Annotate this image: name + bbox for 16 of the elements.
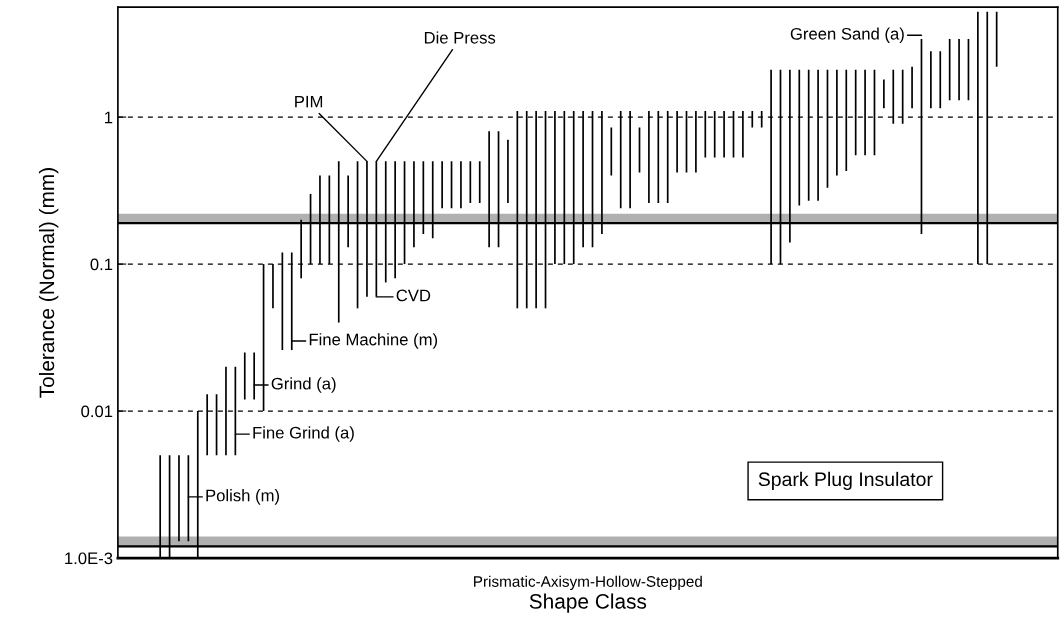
annotation: PIM <box>295 95 323 108</box>
text: Prismatic-Axisym-Hollow-Stepped <box>474 575 702 590</box>
x-axis-title: Shape Class <box>529 593 647 613</box>
annotation: Polish (m) <box>206 489 280 505</box>
y-tick-label: 0.01 <box>81 405 113 418</box>
annotation: Fine Machine (m) <box>309 333 438 349</box>
annotation: CVD <box>396 289 431 302</box>
y-axis-title: Tolerance (Normal) (mm) <box>38 168 59 398</box>
y-tick-label: 1.0E-3 <box>65 552 113 565</box>
annotation: Fine Grind (a) <box>253 426 354 442</box>
annotation: Green Sand (a) <box>790 27 904 43</box>
annotation: Die Press <box>424 31 496 44</box>
y-tick-label: 1 <box>105 111 113 124</box>
annotation: Grind (a) <box>271 377 336 393</box>
y-tick-label: 0.1 <box>90 258 113 271</box>
annotation: Spark Plug Insulator <box>758 471 933 490</box>
